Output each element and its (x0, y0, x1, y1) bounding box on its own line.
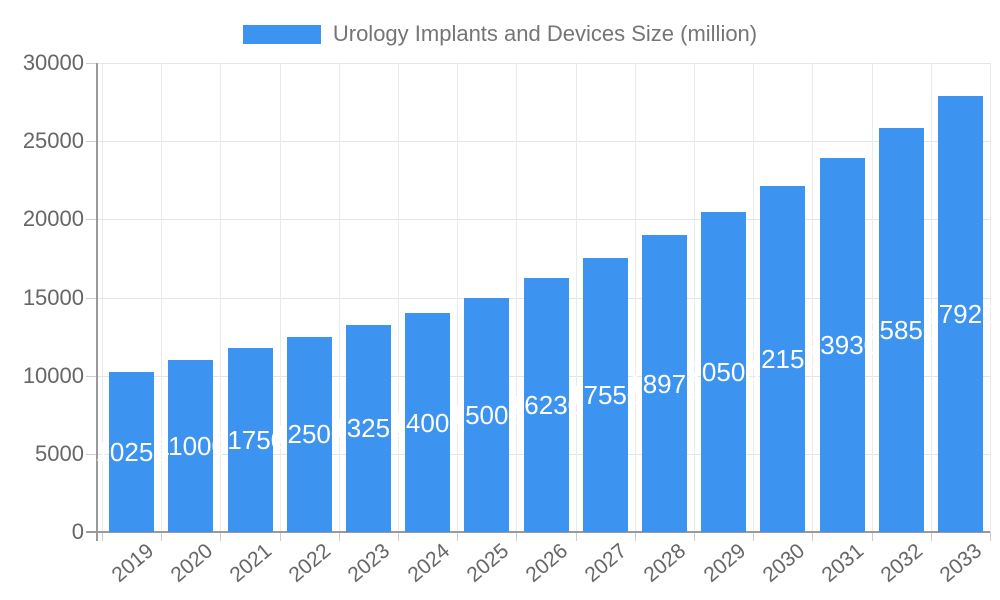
v-gridline (871, 63, 873, 532)
bar-2031[interactable]: 23930 (806, 157, 878, 532)
v-gridline (398, 63, 399, 532)
x-tick (575, 532, 577, 541)
bar-2033[interactable]: 27920 (924, 95, 997, 532)
y-tick (86, 63, 97, 64)
bar-2026[interactable]: 16230 (510, 278, 582, 532)
v-gridline (161, 63, 163, 532)
v-gridline (457, 63, 459, 532)
v-gridline (753, 63, 755, 532)
y-tick (86, 375, 97, 377)
bar-2019[interactable]: 10250 (95, 371, 168, 532)
y-tick (86, 219, 97, 221)
x-tick (398, 532, 399, 541)
h-gridline (97, 219, 990, 221)
v-gridline (338, 63, 340, 532)
x-tick (990, 532, 991, 541)
x-axis-line (86, 531, 990, 533)
bar-2023[interactable]: 13250 (332, 324, 405, 532)
bar-value-label: 14000 (391, 407, 464, 438)
h-gridline (97, 141, 990, 143)
x-tick (220, 532, 222, 541)
bar-value-label: 11000 (155, 431, 226, 461)
bar-2022[interactable]: 12500 (273, 336, 345, 532)
bar-value-label: 18970 (628, 368, 701, 399)
v-gridline (575, 63, 577, 532)
bar-value-label: 25850 (865, 314, 938, 345)
v-gridline (930, 63, 932, 532)
y-axis-label: 25000 (22, 128, 84, 154)
bar-2021[interactable]: 11750 (215, 348, 285, 532)
x-axis-label: 2019 (107, 539, 158, 587)
x-tick (930, 532, 932, 541)
bar-value-label: 20500 (687, 356, 760, 387)
v-gridline (812, 63, 814, 532)
v-gridline (634, 63, 636, 532)
v-gridline (694, 63, 695, 532)
v-gridline (279, 63, 281, 532)
y-tick (86, 453, 97, 455)
x-tick (102, 532, 103, 541)
legend[interactable]: Urology Implants and Devices Size (milli… (0, 23, 1000, 45)
bar-2027[interactable]: 17550 (569, 257, 641, 532)
y-axis-label: 10000 (22, 362, 84, 388)
h-gridline (97, 63, 990, 64)
bar-2024[interactable]: 14000 (391, 313, 464, 532)
legend-label: Urology Implants and Devices Size (milli… (332, 21, 758, 46)
bar-2025[interactable]: 15000 (451, 297, 523, 532)
bar-2029[interactable]: 20500 (687, 211, 760, 532)
bar-2028[interactable]: 18970 (628, 235, 701, 532)
bar-value-label: 22150 (746, 343, 819, 374)
x-tick (457, 532, 459, 541)
bar-value-label: 23930 (805, 329, 879, 360)
bar-value-label: 17550 (569, 379, 642, 410)
x-tick (634, 532, 636, 541)
y-axis-line (96, 63, 98, 541)
x-tick (516, 532, 518, 541)
y-axis-label: 5000 (35, 440, 84, 466)
y-axis-label: 30000 (22, 50, 84, 75)
x-tick (812, 532, 814, 541)
v-gridline (990, 63, 991, 532)
v-gridline (220, 63, 222, 532)
bar-value-label: 16230 (509, 390, 583, 421)
v-gridline (516, 63, 518, 532)
v-gridline (102, 63, 103, 532)
bar-value-label: 15000 (450, 399, 523, 430)
x-tick (753, 532, 755, 541)
x-tick (161, 532, 163, 541)
bar-value-label: 10250 (95, 436, 168, 467)
bar-2020[interactable]: 11000 (156, 360, 226, 532)
bar-value-label: 12500 (273, 419, 346, 450)
y-axis-label: 0 (71, 519, 84, 544)
y-tick (86, 297, 97, 299)
x-tick (338, 532, 340, 541)
bar-2032[interactable]: 25850 (865, 127, 937, 532)
x-tick (871, 532, 873, 541)
legend-swatch-icon (242, 24, 321, 44)
bar-value-label: 11750 (214, 425, 286, 456)
y-tick (86, 141, 97, 143)
bar-value-label: 27920 (924, 298, 997, 329)
bar-2030[interactable]: 22150 (747, 185, 819, 532)
y-axis-label: 20000 (22, 206, 84, 232)
y-axis-label: 15000 (22, 284, 84, 310)
x-tick (694, 532, 695, 541)
x-tick (279, 532, 281, 541)
bar-value-label: 13250 (332, 413, 405, 444)
